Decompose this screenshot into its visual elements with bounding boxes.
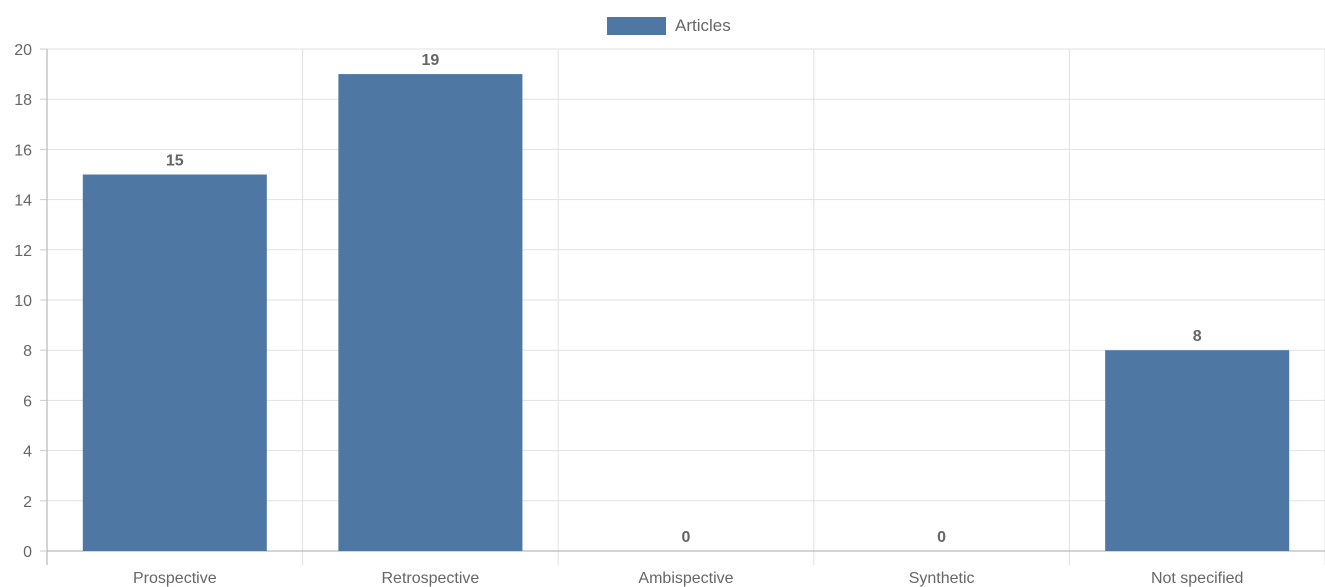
x-tick-label: Not specified	[1151, 570, 1244, 587]
y-tick-label: 6	[23, 393, 32, 410]
y-axis-ticks: 0 2 4 6 8 10 12 14 16 18 20	[14, 42, 47, 561]
y-tick-label: 10	[14, 293, 32, 310]
y-tick-label: 2	[23, 494, 32, 511]
x-axis-ticks: Prospective Retrospective Ambispective Synt…	[133, 570, 1243, 587]
y-tick-label: 8	[23, 343, 32, 360]
y-tick-label: 16	[14, 142, 32, 159]
y-tick-label: 0	[23, 544, 32, 561]
x-tick-label: Prospective	[133, 570, 217, 587]
x-tick-label: Ambispective	[638, 570, 733, 587]
y-tick-label: 4	[23, 444, 32, 461]
x-tick-label: Synthetic	[909, 570, 975, 587]
bar-value-label: 0	[682, 529, 691, 546]
y-tick-label: 12	[14, 243, 32, 260]
bar[interactable]	[82, 174, 267, 552]
bar[interactable]	[338, 74, 523, 551]
bars	[82, 74, 1290, 552]
y-tick-label: 20	[14, 42, 32, 59]
legend-label-articles[interactable]: Articles	[675, 16, 731, 35]
y-tick-label: 18	[14, 92, 32, 109]
data-labels: 15 19 0 0 8	[166, 52, 1202, 546]
bar-value-label: 19	[422, 52, 440, 69]
bar[interactable]	[1105, 350, 1290, 551]
y-tick-label: 14	[14, 193, 32, 210]
bar-value-label: 15	[166, 153, 184, 170]
legend[interactable]: Articles	[607, 16, 731, 35]
bar-value-label: 8	[1193, 328, 1202, 345]
bar-value-label: 0	[937, 529, 946, 546]
x-tick-label: Retrospective	[381, 570, 479, 587]
legend-swatch[interactable]	[607, 17, 666, 35]
